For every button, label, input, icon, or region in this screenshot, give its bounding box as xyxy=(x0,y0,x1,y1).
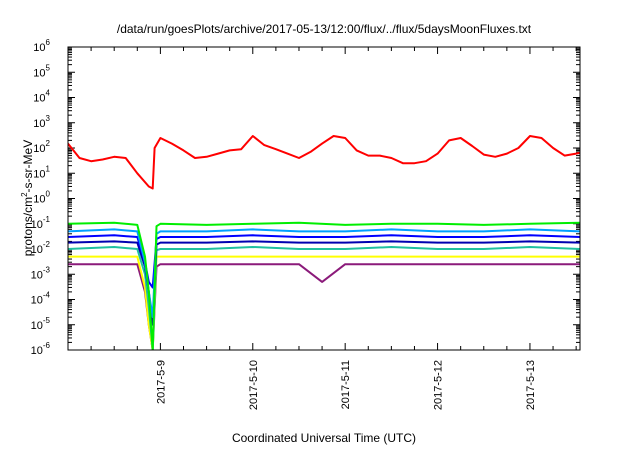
y-tick-label: 103 xyxy=(33,114,50,130)
y-tick-exp: -2 xyxy=(43,240,51,249)
y-tick-exp: -3 xyxy=(43,265,51,274)
y-axis-label-base: protons/cm xyxy=(21,197,35,256)
y-tick-exp: 4 xyxy=(46,89,51,98)
y-tick-label: 10-5 xyxy=(31,316,51,332)
y-axis-label: protons/cm2-s-sr-MeV xyxy=(20,140,35,256)
y-tick-label: 104 xyxy=(33,89,50,105)
y-tick-label: 102 xyxy=(33,139,50,155)
y-tick-label: 10-4 xyxy=(31,291,51,307)
y-tick-label: 100 xyxy=(33,190,50,206)
y-axis-label-rest: -s-sr-MeV xyxy=(21,140,35,193)
series-layer xyxy=(68,135,580,350)
series-line-4 xyxy=(68,240,580,326)
y-tick-base: 10 xyxy=(33,194,45,206)
y-axis-label-sup: 2 xyxy=(20,192,29,197)
y-tick-base: 10 xyxy=(31,269,43,281)
y-tick-base: 10 xyxy=(31,295,43,307)
y-tick-base: 10 xyxy=(33,93,45,105)
y-tick-label: 10-1 xyxy=(31,215,51,231)
y-tick-base: 10 xyxy=(33,118,45,130)
y-tick-exp: -6 xyxy=(43,341,51,350)
y-tick-label: 10-3 xyxy=(31,265,51,281)
y-tick-base: 10 xyxy=(33,168,45,180)
y-tick-exp: 3 xyxy=(46,114,51,123)
series-line-7 xyxy=(68,263,580,350)
y-tick-base: 10 xyxy=(33,42,45,54)
x-tick-label: 2017-5-10 xyxy=(248,360,260,410)
x-tick-label: 2017-5-12 xyxy=(433,360,445,410)
y-tick-base: 10 xyxy=(31,345,43,357)
y-tick-label: 101 xyxy=(33,164,50,180)
y-tick-exp: 0 xyxy=(46,190,51,199)
x-tick-label: 2017-5-13 xyxy=(525,360,537,410)
y-tick-label: 106 xyxy=(33,38,50,54)
y-tick-base: 10 xyxy=(31,244,43,256)
y-tick-exp: 1 xyxy=(46,164,51,173)
y-tick-base: 10 xyxy=(31,219,43,231)
series-line-0 xyxy=(68,135,580,190)
y-tick-label: 10-6 xyxy=(31,341,51,357)
y-tick-exp: -1 xyxy=(43,215,51,224)
y-tick-exp: 6 xyxy=(46,38,51,47)
plot-frame xyxy=(67,46,581,351)
x-tick-label: 2017-5-11 xyxy=(340,360,352,409)
series-line-2 xyxy=(68,228,580,319)
axis-ticks: 10-610-510-410-310-210-11001011021031041… xyxy=(31,38,580,410)
series-line-1 xyxy=(68,221,580,350)
x-tick-label: 2017-5-9 xyxy=(155,360,167,404)
y-tick-exp: 2 xyxy=(46,139,51,148)
y-tick-exp: 5 xyxy=(46,63,51,72)
series-line-6 xyxy=(68,255,580,350)
y-tick-base: 10 xyxy=(33,67,45,79)
x-axis-label: Coordinated Universal Time (UTC) xyxy=(232,431,416,445)
y-tick-label: 105 xyxy=(33,63,50,79)
y-tick-base: 10 xyxy=(31,320,43,332)
y-tick-exp: -4 xyxy=(43,291,51,300)
y-tick-exp: -5 xyxy=(43,316,51,325)
chart-title: /data/run/goesPlots/archive/2017-05-13/1… xyxy=(117,22,532,36)
y-tick-label: 10-2 xyxy=(31,240,51,256)
series-line-5 xyxy=(68,246,580,350)
y-tick-base: 10 xyxy=(33,143,45,155)
